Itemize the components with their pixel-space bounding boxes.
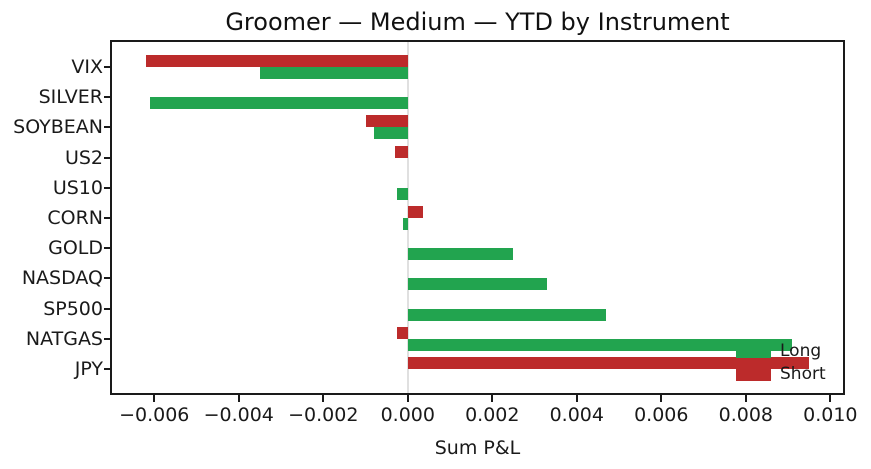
x-tick-6 (660, 395, 663, 402)
y-tick-label-nasdaq: NASDAQ (21, 267, 103, 290)
y-tick-corn (104, 217, 110, 219)
x-tick-label-2: −0.002 (288, 404, 359, 426)
y-tick-sp500 (104, 307, 110, 310)
bar-long-natgas (407, 338, 793, 351)
x-tick-label-5: 0.004 (549, 404, 604, 426)
y-tick-jpy (104, 368, 110, 370)
y-tick-natgas (104, 337, 110, 340)
bar-short-natgas (397, 326, 408, 339)
x-tick-8 (829, 395, 832, 402)
x-tick-label-6: 0.006 (634, 404, 689, 426)
x-tick-0 (153, 395, 156, 402)
bar-long-us10 (397, 187, 408, 200)
legend-label-long: Long (780, 341, 822, 361)
bar-long-soybean (373, 127, 408, 140)
y-tick-label-us10: US10 (52, 176, 103, 199)
y-tick-soybean (104, 126, 110, 129)
bar-long-nasdaq (407, 278, 548, 291)
x-tick-7 (744, 395, 747, 402)
x-tick-5 (575, 395, 578, 402)
x-tick-label-4: 0.002 (465, 404, 520, 426)
x-tick-4 (491, 395, 494, 402)
legend-entry-long: Long (736, 340, 826, 363)
bar-long-silver (150, 97, 408, 110)
y-tick-us10 (104, 186, 110, 189)
x-tick-1 (237, 395, 240, 402)
y-tick-vix (104, 66, 110, 68)
legend: Long Short (736, 340, 826, 386)
legend-swatch-long-icon (736, 345, 771, 358)
y-tick-label-corn: CORN (47, 207, 103, 229)
y-tick-label-us2: US2 (64, 146, 103, 169)
y-tick-label-sp500: SP500 (43, 297, 103, 320)
bar-short-us2 (395, 145, 408, 158)
y-tick-label-gold: GOLD (48, 237, 103, 260)
bar-short-jpy (407, 357, 810, 369)
x-axis-label: Sum P&L (434, 437, 521, 459)
y-tick-silver (104, 96, 110, 99)
y-tick-us2 (104, 156, 110, 159)
plot-area (110, 40, 845, 395)
legend-entry-short: Short (736, 363, 826, 386)
x-tick-2 (322, 395, 325, 402)
bar-long-vix (259, 67, 408, 79)
bar-long-corn (402, 218, 408, 230)
y-tick-label-vix: VIX (71, 56, 103, 78)
y-tick-label-soybean: SOYBEAN (13, 116, 103, 139)
y-tick-nasdaq (104, 277, 110, 280)
y-tick-label-natgas: NATGAS (25, 327, 103, 350)
bar-short-soybean (365, 115, 408, 128)
bar-long-gold (407, 248, 514, 261)
x-tick-3 (406, 395, 409, 402)
x-tick-label-3: 0.000 (380, 404, 435, 426)
bar-short-vix (145, 55, 408, 67)
bar-long-sp500 (407, 308, 607, 321)
x-tick-label-8: 0.010 (803, 404, 858, 426)
chart-title: Groomer — Medium — YTD by Instrument (225, 8, 730, 36)
legend-label-short: Short (780, 364, 826, 384)
bar-short-corn (407, 206, 423, 218)
x-tick-label-7: 0.008 (718, 404, 774, 426)
y-tick-label-silver: SILVER (38, 86, 103, 109)
legend-swatch-short-icon (736, 368, 771, 381)
y-tick-label-jpy: JPY (74, 358, 103, 380)
y-tick-gold (104, 247, 110, 250)
x-tick-label-1: −0.004 (203, 404, 274, 426)
x-tick-label-0: −0.006 (119, 404, 190, 426)
